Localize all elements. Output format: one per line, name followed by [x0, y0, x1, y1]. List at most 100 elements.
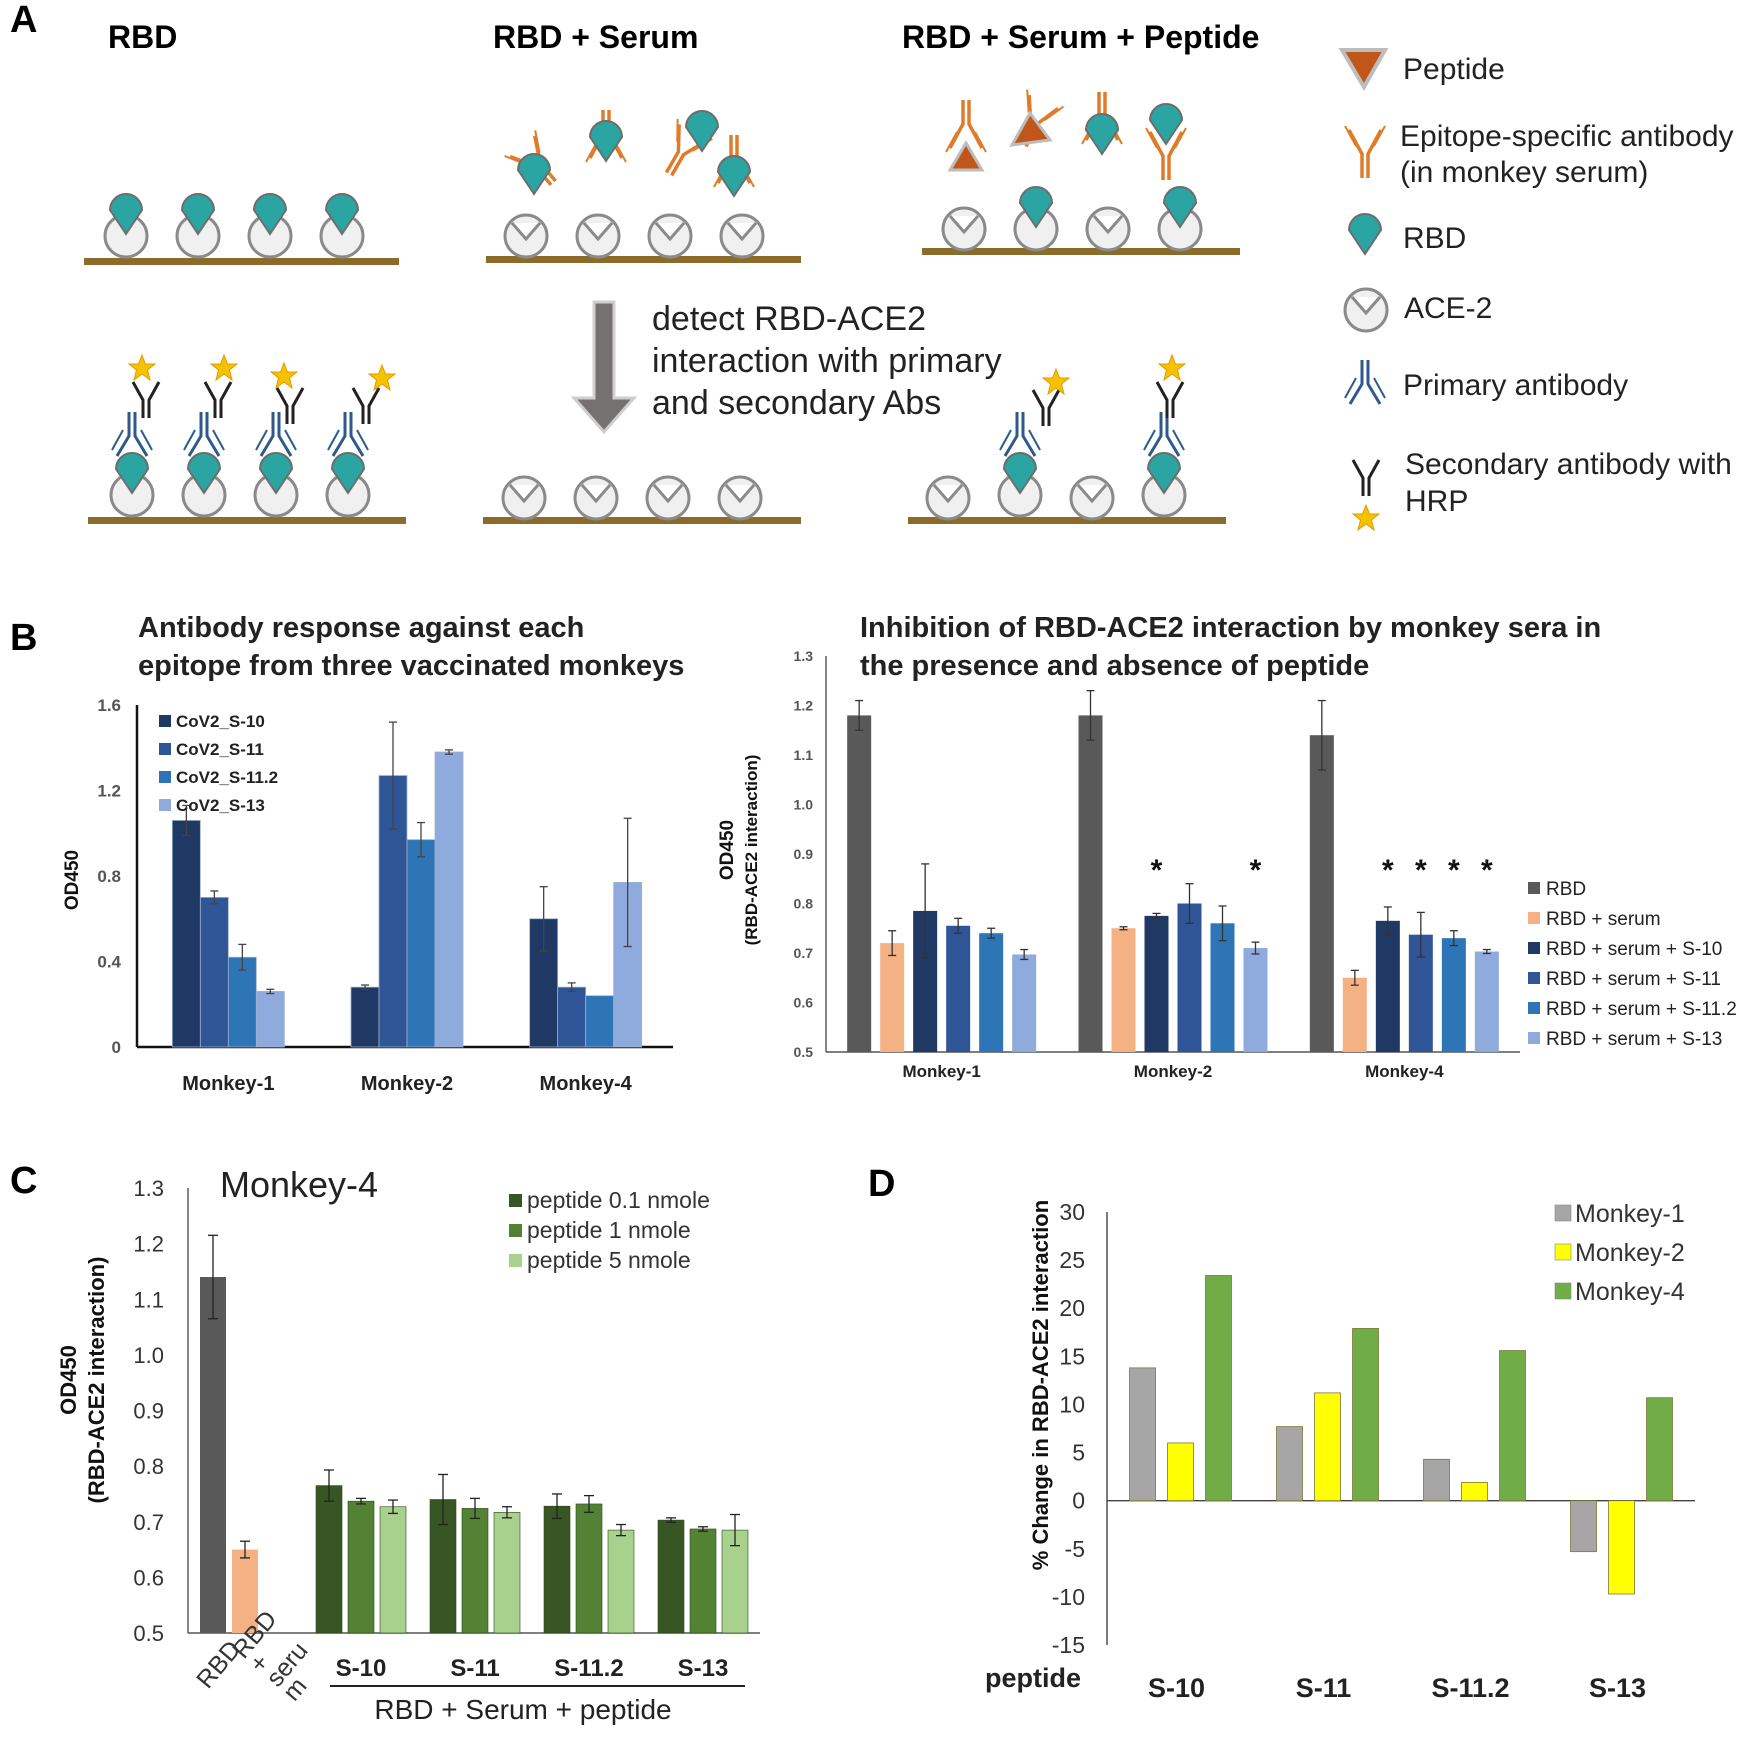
- y-tick-label: 0.6: [794, 995, 814, 1011]
- down-arrow-icon: [570, 300, 638, 435]
- y-tick-label: 5: [1072, 1440, 1085, 1466]
- y-tick-label: 0.5: [133, 1621, 164, 1646]
- y-tick-label: -10: [1052, 1584, 1085, 1610]
- bar-RBD-Monkey-1: [847, 715, 872, 1052]
- bar-Monkey-4-S-11: [1352, 1328, 1379, 1502]
- legend-swatch: [159, 743, 171, 755]
- y-tick-label: 1.3: [794, 648, 814, 664]
- detected-complex: [1141, 354, 1187, 518]
- y-tick-label: 25: [1059, 1247, 1085, 1273]
- x-category-label: S-10: [336, 1655, 387, 1682]
- surface-plate: [486, 256, 801, 263]
- legend-swatch: [1554, 1282, 1572, 1300]
- bar-RBD + serum-Monkey-2: [1111, 928, 1136, 1052]
- legend-swatch: [509, 1254, 522, 1267]
- y-axis-label: % Change in RBD-ACE2 interaction: [1028, 1200, 1053, 1570]
- peptide-legend-icon: [1338, 48, 1389, 91]
- bar-Monkey-2-S-11: [1314, 1392, 1341, 1502]
- legend-swatch: [509, 1194, 522, 1207]
- ace2-legend-icon: [1343, 287, 1389, 333]
- schematic-rbd-serum-bottom: [483, 475, 801, 524]
- chart-monkey4-dose: Monkey-4 OD450 (RBD-ACE2 interaction) 0.…: [56, 1164, 760, 1725]
- y-axis-label-line2: (RBD-ACE2 interaction): [84, 1257, 109, 1504]
- bar-CoV2_S-10-Monkey-2: [350, 986, 380, 1048]
- y-tick-label: 0: [1072, 1488, 1085, 1514]
- y-tick-label: 0.7: [794, 945, 814, 961]
- bar-control-RBD + serum: [232, 1549, 258, 1633]
- y-axis-label-line1: OD450: [717, 820, 738, 880]
- x-category-label: Monkey-1: [182, 1073, 274, 1095]
- significance-star: *: [1250, 854, 1262, 887]
- ace2-receptor: [503, 213, 549, 259]
- ace2-receptor: [647, 213, 693, 259]
- legend-swatch: [1528, 972, 1540, 984]
- bar-RBD + serum + S-11.2-Monkey-2: [1210, 923, 1235, 1052]
- legend-primary-antibody: Primary antibody: [1403, 369, 1628, 402]
- schematic-title-rbd-serum-peptide: RBD + Serum + Peptide: [902, 19, 1259, 55]
- y-tick-label: -5: [1065, 1536, 1085, 1562]
- bar-RBD + serum + S-13-Monkey-2: [1243, 948, 1268, 1052]
- detected-complex: [253, 362, 305, 518]
- y-tick-label: 1.2: [97, 782, 121, 801]
- legend-label: RBD + serum: [1546, 909, 1661, 930]
- bar-peptide 1 nmole-S-11.2: [575, 1503, 603, 1634]
- legend-label: peptide 5 nmole: [527, 1247, 691, 1273]
- primary-antibody-legend-icon: [1343, 358, 1387, 406]
- bar-CoV2_S-13-Monkey-2: [434, 751, 464, 1048]
- legend-label: peptide 0.1 nmole: [527, 1187, 710, 1213]
- x-category-label: S-11.2: [1431, 1673, 1509, 1703]
- detected-complex: [109, 354, 161, 518]
- legend-swatch: [1528, 1032, 1540, 1044]
- significance-star: *: [1151, 854, 1163, 887]
- schematic-title-rbd: RBD: [108, 19, 177, 55]
- chart-legend: Monkey-1 Monkey-2 Monkey-4: [1554, 1200, 1685, 1306]
- ace2-rbd-complex: [1013, 185, 1059, 252]
- legend-label: CoV2_S-10: [176, 712, 265, 731]
- y-tick-label: 1.1: [794, 747, 814, 763]
- legend-swatch: [1554, 1204, 1572, 1222]
- legend-label: RBD + serum + S-13: [1546, 1029, 1722, 1050]
- panel-label-c: C: [10, 1160, 37, 1202]
- x-axis-label: peptide: [985, 1663, 1081, 1693]
- bar-RBD + serum + S-11.2-Monkey-4: [1441, 938, 1466, 1052]
- y-tick-label: 1.2: [794, 698, 814, 714]
- chart-title-line2: the presence and absence of peptide: [860, 650, 1369, 682]
- legend-label: CoV2_S-11: [176, 740, 264, 759]
- legend-secondary-antibody-line2: HRP: [1405, 485, 1468, 518]
- significance-star: *: [1415, 854, 1427, 887]
- ace2-rbd-complex: [103, 192, 149, 259]
- chart-inhibition: Inhibition of RBD-ACE2 interaction by mo…: [717, 612, 1737, 1081]
- legend-label: RBD: [1546, 879, 1586, 900]
- ace2-receptor: [925, 475, 971, 521]
- rbd-icon: [517, 153, 551, 195]
- y-tick-label: 0: [112, 1038, 121, 1057]
- y-axis-label: OD450: [62, 850, 83, 910]
- legend-swatch: [1528, 882, 1540, 894]
- bar-CoV2_S-11.2-Monkey-2: [406, 839, 436, 1048]
- significance-star: *: [1448, 854, 1460, 887]
- secondary-antibody-legend-icon: [1351, 458, 1381, 498]
- y-tick-label: 15: [1059, 1343, 1085, 1369]
- panel-label-a: A: [10, 0, 37, 41]
- bar-Monkey-1-S-10: [1129, 1367, 1156, 1502]
- legend-label: Monkey-1: [1575, 1200, 1685, 1228]
- panel-label-b: B: [10, 617, 37, 659]
- ace2-rbd-complex: [1157, 185, 1203, 252]
- schematic-legend: Peptide Epitope-specific antibody (in mo…: [1338, 48, 1734, 531]
- bar-CoV2_S-10-Monkey-1: [171, 820, 201, 1048]
- chart-title-line1: Inhibition of RBD-ACE2 interaction by mo…: [860, 612, 1601, 644]
- bar-peptide 5 nmole-S-10: [379, 1506, 407, 1634]
- detect-text-line-2: interaction with primary: [652, 342, 1002, 380]
- epitope-antibody-legend-icon: [1343, 124, 1387, 180]
- bar-peptide 0.1 nmole-S-10: [315, 1485, 343, 1634]
- bar-CoV2_S-11.2-Monkey-1: [227, 956, 257, 1048]
- chart-antibody-response: Antibody response against each epitope f…: [62, 612, 684, 1095]
- legend-label: RBD + serum + S-11: [1546, 969, 1721, 990]
- bar-CoV2_S-11.2-Monkey-4: [585, 995, 615, 1048]
- y-tick-label: 0.4: [97, 953, 121, 972]
- x-category-label: Monkey-2: [361, 1073, 453, 1095]
- peptide-triangle-icon: [1009, 110, 1053, 147]
- bar-RBD + serum-Monkey-1: [880, 943, 905, 1052]
- chart-legend: RBD RBD + serum RBD + serum + S-10 RBD + se…: [1528, 879, 1737, 1050]
- ace2-receptor: [573, 475, 619, 521]
